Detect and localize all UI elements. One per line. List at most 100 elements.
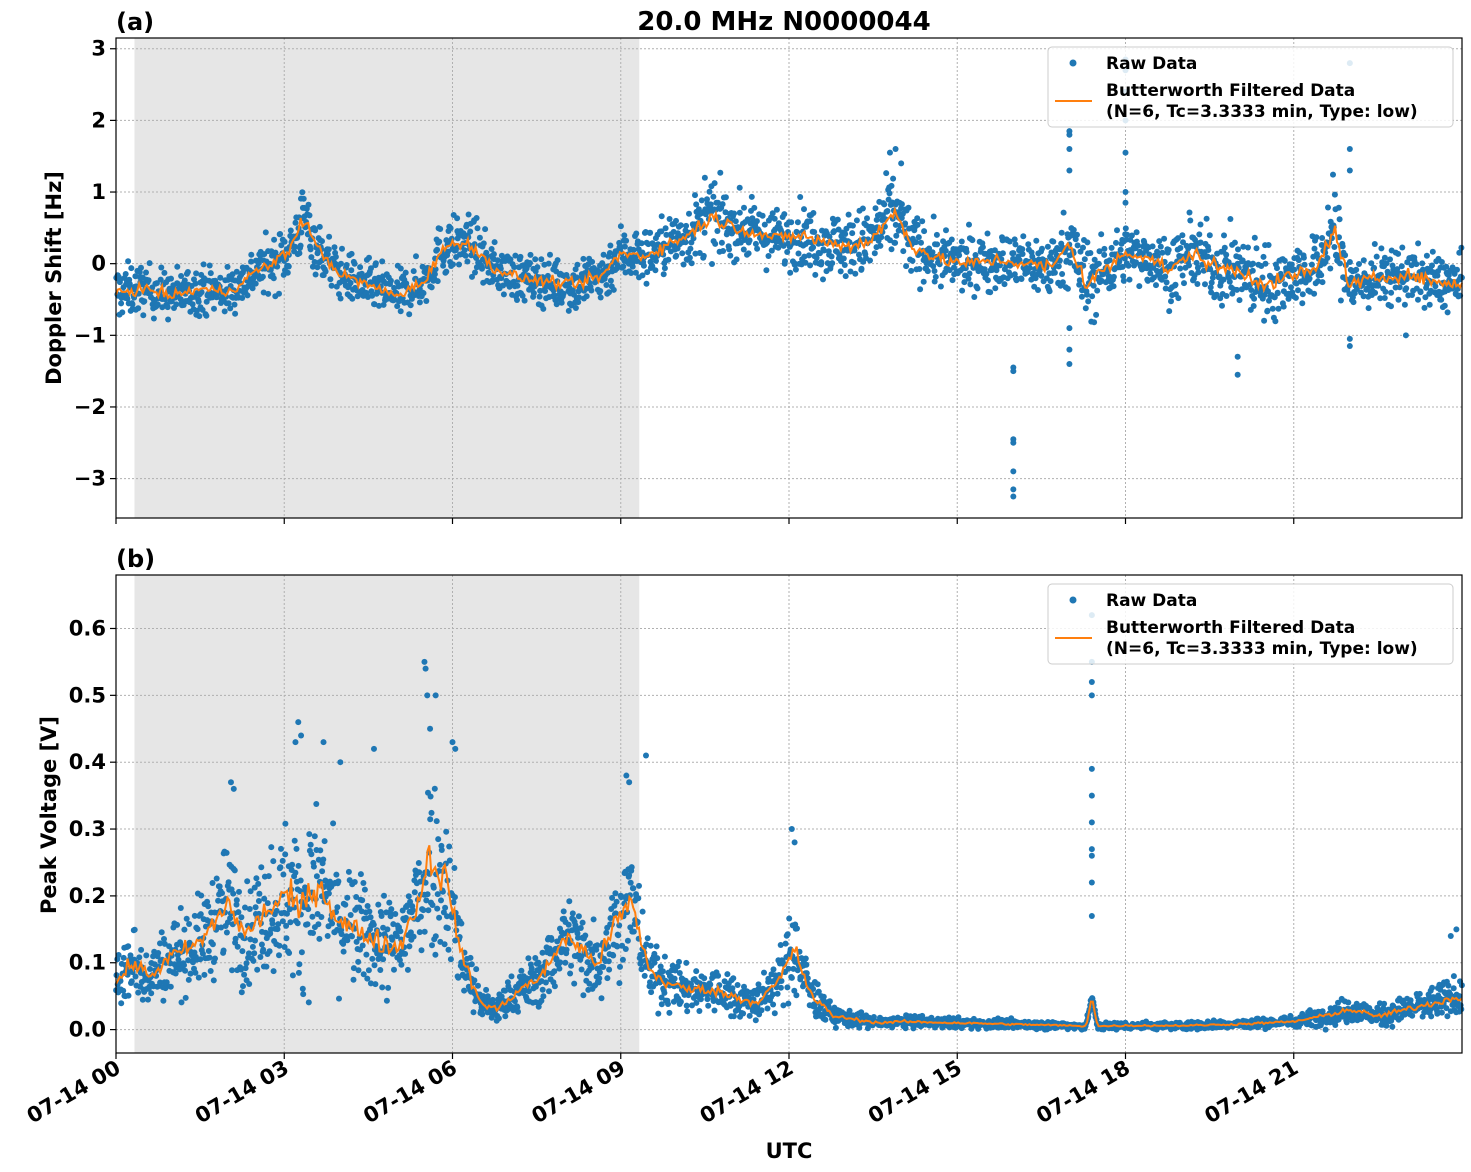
panel-a-raw-point xyxy=(351,260,358,267)
panel-b-raw-point xyxy=(600,964,607,970)
panel-a-raw-point xyxy=(937,283,944,290)
panel-a-raw-outlier-point xyxy=(1066,146,1073,153)
panel-b-raw-point xyxy=(147,966,153,972)
panel-b-raw-point xyxy=(364,903,371,909)
panel-a-raw-point xyxy=(775,244,782,251)
panel-b-raw-point xyxy=(676,958,682,965)
panel-a-raw-point xyxy=(368,288,375,295)
panel-a-raw-point xyxy=(643,280,650,287)
panel-a-raw-point xyxy=(348,267,355,274)
panel-a-raw-point xyxy=(488,246,495,252)
panel-a-raw-point xyxy=(145,277,152,284)
panel-a-ylabel: Doppler Shift [Hz] xyxy=(42,171,66,385)
panel-b-raw-point xyxy=(186,921,193,927)
panel-b-raw-point xyxy=(627,879,634,886)
panel-a-raw-point xyxy=(969,237,976,244)
panel-a-raw-point xyxy=(482,226,489,233)
panel-a-raw-point xyxy=(1265,288,1271,295)
panel-a-raw-point xyxy=(759,212,766,219)
panel-a-raw-point xyxy=(905,204,912,211)
panel-a-raw-point xyxy=(1454,266,1460,273)
panel-b-raw-point xyxy=(241,971,248,978)
panel-a-raw-point xyxy=(580,255,587,262)
panel-a-raw-point xyxy=(1110,283,1117,290)
panel-b-raw-point xyxy=(392,911,399,917)
panel-a-raw-point xyxy=(232,310,239,317)
panel-a-raw-point xyxy=(690,235,697,242)
panel-a-raw-point xyxy=(658,228,665,235)
panel-a-raw-point xyxy=(1383,260,1390,267)
panel-b-raw-point xyxy=(794,925,800,932)
panel-b-raw-point xyxy=(276,952,282,959)
panel-a-raw-point xyxy=(1342,252,1349,259)
panel-a-raw-point xyxy=(1197,239,1204,246)
panel-a-raw-point xyxy=(1259,274,1266,281)
panel-b-raw-point xyxy=(297,877,304,884)
panel-a-raw-point xyxy=(1415,240,1422,247)
panel-a-raw-point xyxy=(1371,264,1378,271)
panel-a-raw-point xyxy=(173,301,180,308)
panel-a-raw-point xyxy=(1319,279,1326,286)
panel-a-raw-point xyxy=(410,268,417,275)
panel-a-raw-point xyxy=(1388,289,1395,296)
panel-b-raw-point xyxy=(639,908,646,915)
panel-b-raw-point xyxy=(441,941,448,948)
panel-a-raw-point xyxy=(1426,301,1433,308)
panel-a-raw-point xyxy=(1044,243,1051,250)
panel-b-raw-point xyxy=(255,880,262,887)
panel-b-raw-point xyxy=(220,947,227,954)
figure-title: 20.0 MHz N0000044 xyxy=(637,7,930,37)
panel-b-raw-point xyxy=(565,921,572,928)
panel-a-raw-point xyxy=(150,315,157,322)
panel-a-raw-point xyxy=(1059,271,1066,277)
panel-a-raw-point xyxy=(1084,291,1090,298)
panel-b-raw-point xyxy=(683,1002,690,1009)
panel-a-raw-point xyxy=(1194,264,1201,271)
panel-b-raw-point xyxy=(661,989,668,996)
panel-a-raw-point xyxy=(1432,283,1439,290)
panel-a-raw-point xyxy=(943,227,949,234)
panel-b-raw-point xyxy=(438,897,444,904)
panel-b-raw-point xyxy=(313,873,320,880)
panel-b-raw-point xyxy=(277,864,284,871)
panel-a-raw-point xyxy=(853,217,860,224)
panel-b-raw-point xyxy=(451,865,458,871)
panel-a-raw-point xyxy=(547,251,553,258)
panel-a-raw-point xyxy=(852,270,859,277)
panel-a-raw-point xyxy=(1020,233,1027,240)
panel-b-raw-point xyxy=(596,969,603,976)
panel-b-raw-point xyxy=(566,898,573,905)
panel-a-raw-point xyxy=(709,261,715,267)
panel-a-legend-box xyxy=(1047,46,1454,128)
panel-b-raw-point xyxy=(495,1015,502,1022)
panel-b-raw-point xyxy=(181,962,187,969)
panel-a-raw-point xyxy=(1186,262,1192,269)
panel-a-raw-point xyxy=(930,263,937,270)
panel-b-raw-point xyxy=(648,989,655,996)
panel-a-raw-point xyxy=(1126,276,1133,283)
panel-a-raw-point xyxy=(248,251,255,258)
panel-a-raw-point xyxy=(849,222,856,229)
panel-b-raw-point xyxy=(568,962,575,969)
panel-b-raw-point xyxy=(383,997,390,1004)
panel-a-raw-point xyxy=(673,252,680,259)
panel-a-raw-point xyxy=(884,208,891,214)
panel-a-raw-point xyxy=(483,249,490,256)
panel-a-raw-point xyxy=(1262,260,1269,267)
panel-a-raw-point xyxy=(193,270,200,277)
panel-a-raw-point xyxy=(262,229,269,236)
panel-a-raw-point xyxy=(1101,251,1108,258)
panel-a-raw-point xyxy=(297,242,304,249)
panel-a-ytick-label: 3 xyxy=(91,37,106,61)
panel-a-raw-point xyxy=(517,253,524,260)
panel-a-raw-point xyxy=(1394,266,1401,273)
panel-a-raw-point xyxy=(521,297,528,304)
panel-b-raw-point xyxy=(644,935,651,942)
panel-a-raw-point xyxy=(265,290,272,297)
panel-a-raw-point xyxy=(638,240,645,247)
panel-a-raw-point xyxy=(473,255,480,261)
panel-a-raw-point xyxy=(432,266,439,273)
panel-a-raw-outlier-point xyxy=(1346,167,1353,174)
panel-b-raw-point xyxy=(254,966,261,973)
panel-a-raw-point xyxy=(1010,255,1017,262)
